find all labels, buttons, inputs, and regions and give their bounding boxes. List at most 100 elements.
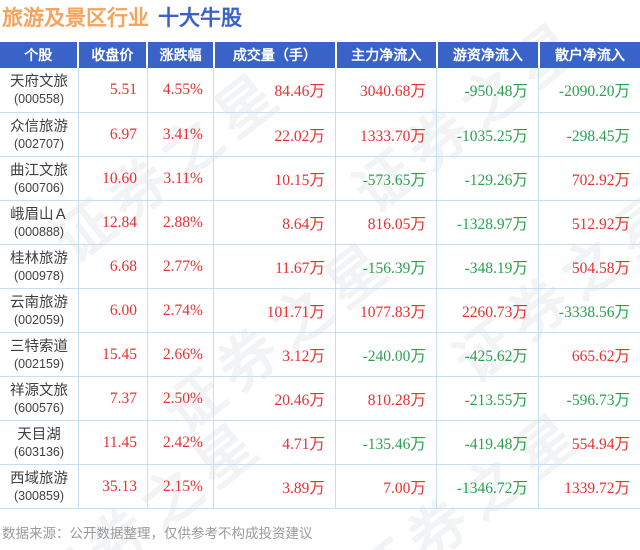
cell-stock: 云南旅游 (002059) [0, 289, 78, 332]
cell-close-price: 7.37 [78, 377, 147, 420]
page-title: 旅游及景区行业 十大牛股 [2, 6, 242, 32]
stock-code: (000978) [13, 268, 65, 283]
cell-change-percent: 2.15% [147, 465, 213, 508]
stock-name: 西域旅游 [10, 470, 68, 487]
table-row: 云南旅游 (002059) 6.00 2.74% 101.71万 1077.83万 2260… [0, 288, 640, 332]
data-source-note: 数据来源：公开数据整理，仅供参考不构成投资建议 [2, 526, 313, 541]
cell-hot-money-net-inflow: -419.48万 [435, 421, 538, 464]
stock-table: 个股 收盘价 涨跌幅 成交量（手） 主力净流入 游资净流入 散户净流入 天府文旅 (00055… [0, 42, 640, 509]
column-header-close-price: 收盘价 [78, 42, 147, 68]
stock-name: 三特索道 [10, 338, 68, 355]
cell-retail-net-inflow: -596.73万 [537, 377, 640, 420]
cell-main-net-inflow: 1077.83万 [334, 289, 436, 332]
cell-close-price: 6.68 [78, 245, 147, 288]
cell-retail-net-inflow: 512.92万 [537, 201, 640, 244]
cell-stock: 天目湖 (603136) [0, 421, 78, 464]
table-row: 峨眉山Ａ (000888) 12.84 2.88% 8.64万 816.05万 -1328.… [0, 200, 640, 244]
cell-hot-money-net-inflow: -1346.72万 [435, 465, 538, 508]
cell-stock: 曲江文旅 (600706) [0, 157, 78, 200]
cell-change-percent: 2.74% [147, 289, 213, 332]
cell-close-price: 5.51 [78, 68, 147, 112]
cell-hot-money-net-inflow: -348.19万 [435, 245, 538, 288]
stock-code: (002059) [13, 312, 65, 327]
cell-change-percent: 2.66% [147, 333, 213, 376]
cell-volume: 4.71万 [212, 421, 335, 464]
cell-hot-money-net-inflow: -1035.25万 [435, 113, 538, 156]
column-header-change-percent: 涨跌幅 [148, 42, 213, 68]
table-row: 天目湖 (603136) 11.45 2.42% 4.71万 -135.46万 -419.4… [0, 420, 640, 464]
column-header-volume: 成交量（手） [215, 42, 335, 68]
cell-volume: 10.15万 [212, 157, 335, 200]
cell-volume: 8.64万 [212, 201, 335, 244]
table-row: 桂林旅游 (000978) 6.68 2.77% 11.67万 -156.39万 -348.… [0, 244, 640, 288]
stock-code: (300859) [13, 488, 65, 503]
cell-main-net-inflow: 7.00万 [334, 465, 436, 508]
cell-hot-money-net-inflow: -950.48万 [435, 68, 538, 112]
cell-main-net-inflow: 3040.68万 [334, 68, 436, 112]
cell-retail-net-inflow: 554.94万 [537, 421, 640, 464]
table-row: 曲江文旅 (600706) 10.60 3.11% 10.15万 -573.65万 -129… [0, 156, 640, 200]
stock-name: 峨眉山Ａ [10, 206, 68, 223]
cell-stock: 峨眉山Ａ (000888) [0, 201, 78, 244]
cell-close-price: 11.45 [78, 421, 147, 464]
cell-volume: 3.12万 [212, 333, 335, 376]
cell-main-net-inflow: -240.00万 [334, 333, 436, 376]
table-body: 天府文旅 (000558) 5.51 4.55% 84.46万 3040.68万 -950.… [0, 68, 640, 509]
cell-change-percent: 2.50% [147, 377, 213, 420]
table-row: 三特索道 (002159) 15.45 2.66% 3.12万 -240.00万 -425.… [0, 332, 640, 376]
cell-close-price: 12.84 [78, 201, 147, 244]
cell-stock: 天府文旅 (000558) [0, 68, 78, 112]
table-row: 天府文旅 (000558) 5.51 4.55% 84.46万 3040.68万 -950.… [0, 68, 640, 112]
stock-code: (000888) [13, 224, 65, 239]
page-title-suffix: 十大牛股 [158, 7, 242, 30]
page-title-industry: 旅游及景区行业 [2, 7, 149, 30]
cell-close-price: 6.00 [78, 289, 147, 332]
column-header-stock: 个股 [0, 42, 77, 68]
cell-change-percent: 4.55% [147, 68, 213, 112]
cell-retail-net-inflow: 1339.72万 [537, 465, 640, 508]
cell-hot-money-net-inflow: 2260.73万 [435, 289, 538, 332]
stock-code: (002707) [13, 136, 65, 151]
cell-close-price: 15.45 [78, 333, 147, 376]
cell-retail-net-inflow: 665.62万 [537, 333, 640, 376]
stock-name: 祥源文旅 [10, 382, 68, 399]
cell-volume: 11.67万 [212, 245, 335, 288]
cell-close-price: 35.13 [78, 465, 147, 508]
cell-change-percent: 2.88% [147, 201, 213, 244]
cell-retail-net-inflow: -3338.56万 [537, 289, 640, 332]
cell-hot-money-net-inflow: -1328.97万 [435, 201, 538, 244]
cell-volume: 20.46万 [212, 377, 335, 420]
stock-code: (000558) [13, 92, 65, 106]
cell-volume: 3.89万 [212, 465, 335, 508]
cell-change-percent: 2.42% [147, 421, 213, 464]
stock-code: (600706) [13, 180, 65, 195]
cell-hot-money-net-inflow: -213.55万 [435, 377, 538, 420]
stock-name: 众信旅游 [10, 118, 68, 135]
cell-volume: 101.71万 [212, 289, 335, 332]
cell-main-net-inflow: 810.28万 [334, 377, 436, 420]
cell-close-price: 10.60 [78, 157, 147, 200]
cell-retail-net-inflow: 702.92万 [537, 157, 640, 200]
column-header-hot-money-net-inflow: 游资净流入 [437, 42, 538, 68]
cell-stock: 桂林旅游 (000978) [0, 245, 78, 288]
cell-hot-money-net-inflow: -129.26万 [435, 157, 538, 200]
cell-main-net-inflow: -573.65万 [334, 157, 436, 200]
cell-change-percent: 2.77% [147, 245, 213, 288]
cell-close-price: 6.97 [78, 113, 147, 156]
cell-retail-net-inflow: 504.58万 [537, 245, 640, 288]
cell-change-percent: 3.11% [147, 157, 213, 200]
stock-code: (002159) [13, 356, 65, 371]
table-row: 西域旅游 (300859) 35.13 2.15% 3.89万 7.00万 -1346.72… [0, 464, 640, 508]
stock-name: 桂林旅游 [10, 250, 68, 267]
table-row: 众信旅游 (002707) 6.97 3.41% 22.02万 1333.70万 -1035… [0, 112, 640, 156]
column-header-retail-net-inflow: 散户净流入 [539, 42, 640, 68]
stock-name: 天目湖 [17, 426, 61, 443]
cell-retail-net-inflow: -298.45万 [537, 113, 640, 156]
cell-volume: 84.46万 [212, 68, 335, 112]
stock-code: (600576) [13, 400, 65, 415]
cell-retail-net-inflow: -2090.20万 [537, 68, 640, 112]
cell-hot-money-net-inflow: -425.62万 [435, 333, 538, 376]
cell-change-percent: 3.41% [147, 113, 213, 156]
cell-main-net-inflow: -156.39万 [334, 245, 436, 288]
